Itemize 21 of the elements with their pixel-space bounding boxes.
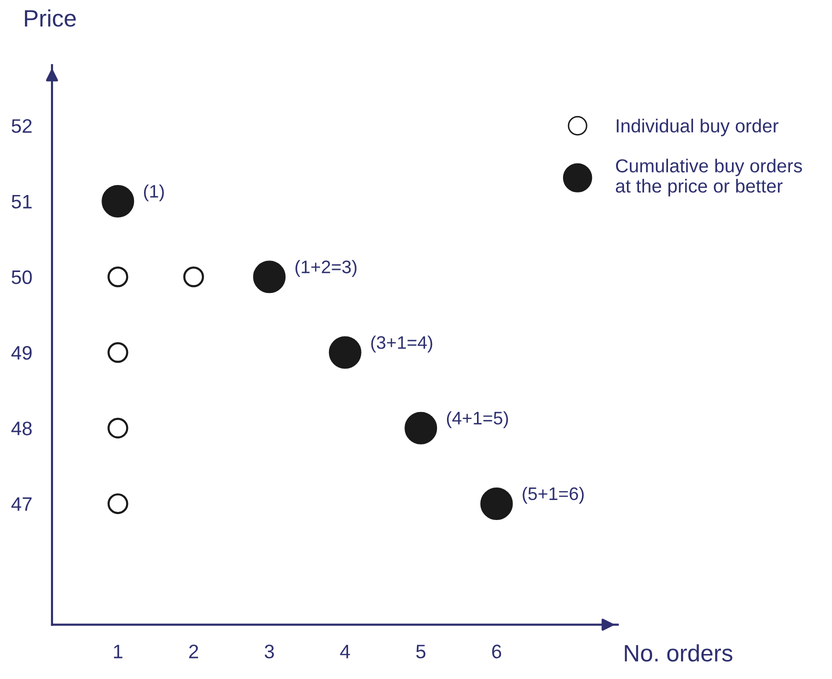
x-tick-label: 6 bbox=[492, 644, 502, 658]
y-tick-label: 48 bbox=[11, 422, 32, 436]
x-tick-label: 1 bbox=[114, 644, 122, 658]
annotation: (4+1=5) bbox=[446, 411, 508, 428]
annotation: (5+1=6) bbox=[522, 486, 584, 504]
x-tick-label: 4 bbox=[340, 644, 350, 658]
x-tick-label: 3 bbox=[264, 644, 274, 658]
annotation: (1) bbox=[144, 184, 164, 202]
annotation: (1+2=3) bbox=[295, 260, 356, 277]
legend-label: Cumulative buy orders at the price or better bbox=[616, 158, 802, 196]
x-axis-title: No. orders bbox=[624, 644, 732, 662]
y-tick-label: 47 bbox=[11, 497, 32, 511]
y-tick-label: 50 bbox=[12, 270, 32, 284]
y-tick-label: 52 bbox=[12, 119, 32, 133]
x-tick-label: 5 bbox=[416, 644, 426, 658]
y-tick-label: 49 bbox=[11, 346, 32, 360]
x-tick-label: 2 bbox=[189, 644, 198, 658]
y-tick-label: 51 bbox=[12, 194, 32, 209]
annotation: (3+1=4) bbox=[371, 336, 432, 352]
y-axis-title: Price bbox=[24, 9, 76, 27]
legend-label: Individual buy order bbox=[616, 118, 778, 136]
